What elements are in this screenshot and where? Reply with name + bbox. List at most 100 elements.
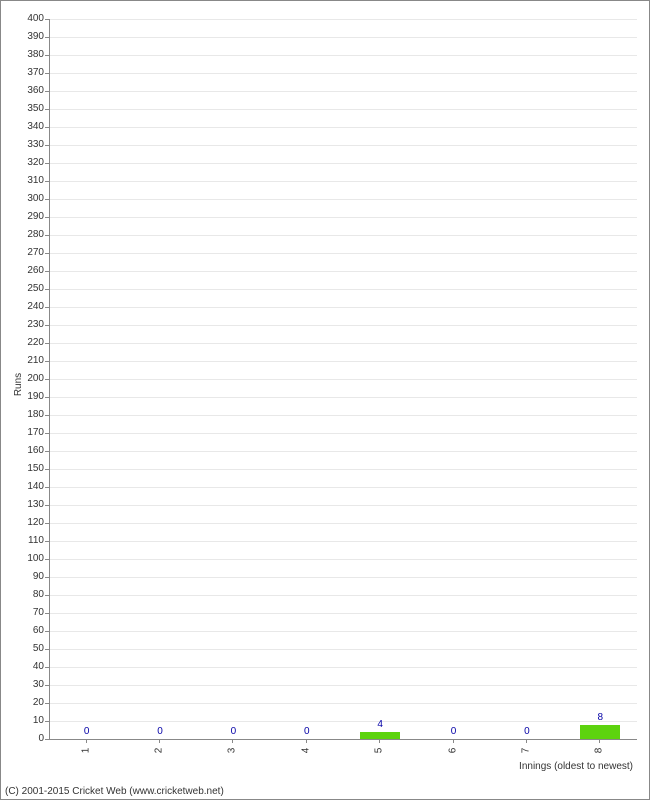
y-tick-mark — [45, 523, 49, 524]
gridline — [50, 613, 637, 614]
x-tick-label: 7 — [520, 748, 531, 754]
gridline — [50, 631, 637, 632]
gridline — [50, 721, 637, 722]
bar-value-label: 8 — [598, 712, 604, 723]
gridline — [50, 325, 637, 326]
y-tick-mark — [45, 289, 49, 290]
y-tick-mark — [45, 487, 49, 488]
y-tick-mark — [45, 631, 49, 632]
gridline — [50, 199, 637, 200]
y-tick-mark — [45, 271, 49, 272]
y-tick-mark — [45, 595, 49, 596]
y-tick-mark — [45, 199, 49, 200]
y-tick-mark — [45, 613, 49, 614]
x-tick-label: 8 — [594, 748, 605, 754]
y-tick-mark — [45, 577, 49, 578]
y-tick-mark — [45, 145, 49, 146]
y-tick-label: 360 — [27, 86, 44, 96]
y-tick-mark — [45, 55, 49, 56]
gridline — [50, 541, 637, 542]
y-tick-label: 110 — [28, 536, 44, 546]
gridline — [50, 667, 637, 668]
gridline — [50, 379, 637, 380]
gridline — [50, 397, 637, 398]
gridline — [50, 415, 637, 416]
gridline — [50, 181, 637, 182]
x-tick-mark — [599, 739, 600, 743]
bar — [580, 725, 620, 739]
y-tick-label: 210 — [27, 356, 44, 366]
gridline — [50, 55, 637, 56]
bar — [360, 732, 400, 739]
gridline — [50, 559, 637, 560]
y-tick-label: 350 — [27, 104, 44, 114]
x-tick-mark — [86, 739, 87, 743]
bar-value-label: 0 — [84, 726, 90, 737]
gridline — [50, 271, 637, 272]
gridline — [50, 19, 637, 20]
gridline — [50, 343, 637, 344]
y-tick-label: 190 — [27, 392, 44, 402]
y-tick-label: 40 — [33, 662, 44, 672]
gridline — [50, 433, 637, 434]
y-tick-label: 200 — [27, 374, 44, 384]
gridline — [50, 127, 637, 128]
y-tick-mark — [45, 163, 49, 164]
gridline — [50, 523, 637, 524]
y-tick-label: 100 — [27, 554, 44, 564]
bar-value-label: 0 — [524, 726, 530, 737]
gridline — [50, 307, 637, 308]
gridline — [50, 361, 637, 362]
gridline — [50, 109, 637, 110]
y-tick-label: 160 — [27, 446, 44, 456]
y-tick-mark — [45, 451, 49, 452]
y-tick-label: 390 — [27, 32, 44, 42]
gridline — [50, 289, 637, 290]
gridline — [50, 217, 637, 218]
gridline — [50, 163, 637, 164]
y-tick-label: 280 — [27, 230, 44, 240]
x-tick-label: 1 — [80, 748, 91, 754]
y-tick-mark — [45, 415, 49, 416]
chart-frame: 00004008 Runs Innings (oldest to newest)… — [0, 0, 650, 800]
y-tick-label: 170 — [27, 428, 44, 438]
gridline — [50, 685, 637, 686]
y-tick-mark — [45, 253, 49, 254]
y-tick-label: 330 — [27, 140, 44, 150]
y-tick-mark — [45, 559, 49, 560]
y-tick-label: 140 — [27, 482, 44, 492]
y-tick-mark — [45, 109, 49, 110]
y-tick-label: 300 — [27, 194, 44, 204]
y-tick-label: 380 — [27, 50, 44, 60]
y-tick-mark — [45, 469, 49, 470]
y-tick-mark — [45, 91, 49, 92]
gridline — [50, 649, 637, 650]
y-axis-title: Runs — [13, 373, 24, 396]
x-tick-label: 3 — [227, 748, 238, 754]
gridline — [50, 73, 637, 74]
y-tick-mark — [45, 307, 49, 308]
y-tick-label: 10 — [33, 716, 44, 726]
y-tick-mark — [45, 649, 49, 650]
gridline — [50, 703, 637, 704]
y-tick-mark — [45, 235, 49, 236]
bar-value-label: 0 — [157, 726, 163, 737]
plot-area: 00004008 — [49, 19, 637, 740]
y-tick-mark — [45, 397, 49, 398]
y-tick-mark — [45, 217, 49, 218]
y-tick-label: 150 — [27, 464, 44, 474]
y-tick-label: 400 — [27, 14, 44, 24]
y-tick-mark — [45, 685, 49, 686]
y-tick-mark — [45, 739, 49, 740]
y-tick-mark — [45, 325, 49, 326]
y-tick-mark — [45, 433, 49, 434]
y-tick-label: 180 — [27, 410, 44, 420]
y-tick-label: 240 — [27, 302, 44, 312]
y-tick-label: 290 — [27, 212, 44, 222]
gridline — [50, 451, 637, 452]
x-tick-mark — [159, 739, 160, 743]
gridline — [50, 253, 637, 254]
copyright-text: (C) 2001-2015 Cricket Web (www.cricketwe… — [5, 786, 224, 797]
x-tick-label: 2 — [154, 748, 165, 754]
y-tick-label: 70 — [33, 608, 44, 618]
